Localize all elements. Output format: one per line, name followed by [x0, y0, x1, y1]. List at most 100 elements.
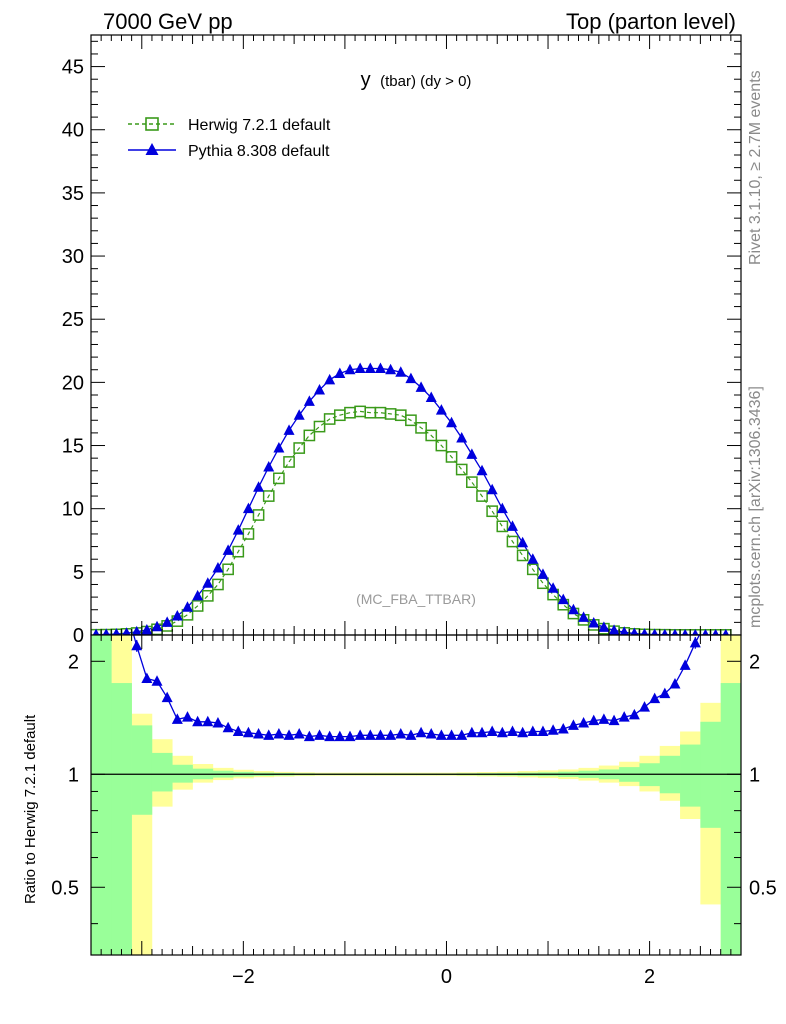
pythia-point: [567, 603, 579, 615]
pythia-point: [232, 524, 244, 535]
herwig-point: [516, 549, 529, 562]
herwig-point: [476, 490, 488, 502]
pythia-point: [92, 628, 100, 635]
ratio-pythia-point: [476, 726, 488, 738]
ratio-plot-area: [91, 635, 741, 955]
main-panel: 0 5 10 15 20 25 30 35 40 45 y (tbar) (dy > 0) (MC…: [62, 34, 742, 647]
legend-pythia-marker: [145, 143, 159, 155]
pythia-point: [171, 610, 183, 621]
ratio-pythia-point: [364, 729, 376, 740]
ratio-pythia-point: [547, 724, 559, 735]
pythia-point: [651, 628, 659, 635]
ratio-pythia-point: [395, 728, 407, 739]
herwig-point: [273, 472, 285, 485]
ratio-pythia-point: [456, 729, 468, 740]
pythia-point: [253, 481, 265, 492]
ratio-pythia-point: [466, 726, 478, 738]
pythia-point: [181, 601, 193, 612]
herwig-point: [455, 463, 468, 476]
ratio-panel: −2 0 2 0.5 0.5 1 1 2 2 Ratio to Herwig 7.2.1 def…: [22, 634, 777, 988]
main-axes: 0 5 10 15 20 25 30 35 40 45: [62, 35, 742, 647]
ratio-pythia-point: [171, 713, 183, 724]
pythia-point: [212, 562, 224, 573]
legend-entry-herwig: Herwig 7.2.1 default: [128, 117, 331, 134]
ratio-pythia-point: [578, 716, 590, 728]
pythia-point: [681, 628, 689, 635]
main-y-tick-label: 20: [62, 372, 84, 394]
ratio-inner-band: [111, 683, 132, 955]
ratio-inner-band: [151, 752, 173, 792]
herwig-point: [526, 563, 539, 576]
main-y-tick-label: 0: [73, 625, 84, 647]
pythia-point: [661, 628, 669, 635]
ratio-pythia-point: [303, 730, 315, 742]
pythia-point: [476, 464, 488, 476]
ratio-y-tick-label-left: 1: [68, 764, 79, 786]
ratio-pythia-point: [679, 659, 691, 670]
herwig-point: [506, 535, 519, 548]
pythia-point: [702, 628, 709, 635]
pythia-point: [385, 363, 397, 375]
ratio-pythia-point: [263, 729, 275, 740]
herwig-point: [212, 578, 224, 591]
ratio-y-tick-label-left: 0.5: [51, 877, 79, 899]
ratio-inner-band: [131, 725, 153, 815]
main-y-tick-label: 25: [62, 309, 84, 331]
pythia-point: [334, 367, 346, 379]
main-plot-area: [91, 362, 732, 635]
ratio-pythia-point: [486, 725, 498, 737]
herwig-point: [232, 545, 245, 558]
ratio-pythia-point: [151, 675, 163, 686]
pythia-point: [517, 536, 529, 548]
pythia-point: [415, 381, 427, 392]
ratio-pythia-point: [293, 728, 305, 739]
herwig-point: [425, 429, 438, 442]
pythia-point: [374, 362, 386, 373]
legend: Herwig 7.2.1 default Pythia 8.308 defaul…: [128, 117, 331, 160]
ratio-inner-band: [91, 635, 112, 955]
pythia-point: [202, 577, 214, 588]
legend-herwig-label: Herwig 7.2.1 default: [188, 117, 331, 134]
pythia-point: [608, 624, 620, 635]
pythia-point: [640, 628, 649, 635]
pythia-point: [283, 424, 295, 435]
herwig-point: [405, 414, 417, 427]
ratio-pythia-point: [354, 729, 366, 740]
ratio-axes: −2 0 2 0.5 0.5 1 1 2 2: [51, 635, 777, 988]
ratio-pythia-point: [598, 713, 610, 724]
ratio-pythia-point: [639, 701, 651, 712]
ratio-pythia-point: [618, 711, 630, 722]
pythia-point: [324, 373, 336, 385]
ratio-pythia-point: [567, 719, 579, 730]
ratio-pythia-point: [659, 687, 671, 699]
ratio-x-tick-label: 2: [644, 966, 655, 988]
mcplots-reference-label: mcplots.cern.ch [arXiv:1306.3436]: [747, 386, 764, 628]
ratio-pythia-point: [527, 725, 539, 737]
ratio-x-tick-label: 0: [441, 966, 452, 988]
ratio-pythia-point: [405, 729, 417, 740]
main-y-tick-label: 35: [62, 183, 84, 205]
main-y-tick-label: 45: [62, 57, 84, 79]
main-y-tick-label: 15: [62, 436, 84, 458]
ratio-pythia-point: [446, 729, 458, 740]
ratio-pythia-point: [283, 729, 295, 740]
ratio-pythia-point: [537, 725, 549, 737]
pythia-point: [466, 448, 478, 459]
pythia-point: [405, 372, 417, 384]
ratio-inner-band: [680, 744, 701, 807]
ratio-pythia-point: [649, 692, 661, 704]
pythia-point: [395, 366, 407, 377]
main-y-tick-label: 40: [62, 120, 84, 142]
ratio-pythia-point: [517, 726, 529, 738]
pythia-point: [692, 628, 699, 635]
pythia-point: [112, 627, 121, 635]
pythia-point: [141, 623, 153, 635]
pythia-point: [131, 625, 142, 635]
pythia-point: [671, 628, 679, 635]
main-y-tick-label: 30: [62, 246, 84, 268]
ratio-pythia-point: [232, 725, 244, 737]
herwig-point: [415, 421, 427, 434]
pythia-point: [446, 416, 458, 428]
ratio-inner-band: [720, 683, 741, 955]
